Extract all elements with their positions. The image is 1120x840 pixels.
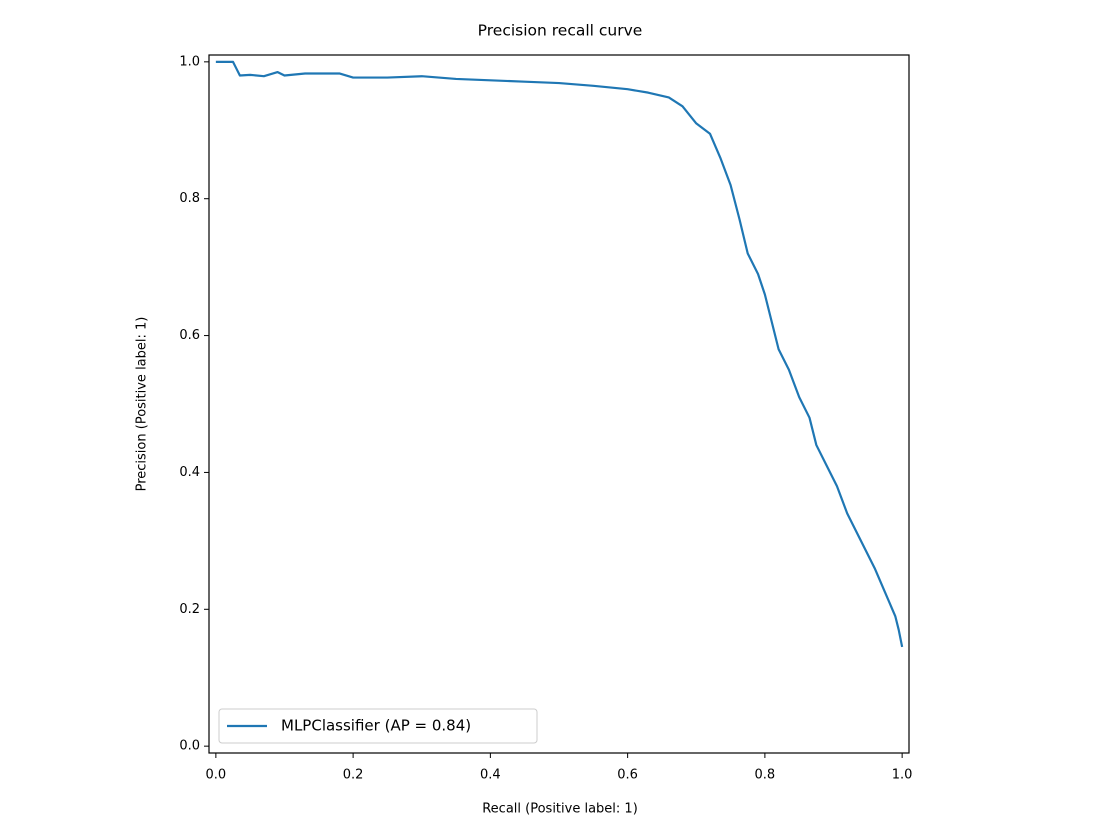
y-tick-label: 0.2 [179,602,200,617]
y-tick-label: 0.0 [179,739,200,754]
x-tick-label: 1.0 [892,768,913,783]
y-tick-label: 1.0 [179,54,200,69]
data-line [215,60,904,648]
x-tick-label: 0.0 [206,768,227,783]
plot-frame [208,54,910,754]
legend-label: MLPClassifier (AP = 0.84) [281,717,471,735]
x-tick-label: 0.6 [617,768,638,783]
y-tick-label: 0.4 [179,465,200,480]
y-tick-label: 0.8 [179,191,200,206]
x-tick-label: 0.8 [755,768,776,783]
x-tick-label: 0.4 [480,768,501,783]
chart-title: Precision recall curve [478,22,643,40]
x-tick-label: 0.2 [343,768,364,783]
legend-box [218,708,538,744]
y-tick-label: 0.6 [179,328,200,343]
x-axis-label: Recall (Positive label: 1) [482,802,638,817]
y-axis-label: Precision (Positive label: 1) [135,317,150,492]
